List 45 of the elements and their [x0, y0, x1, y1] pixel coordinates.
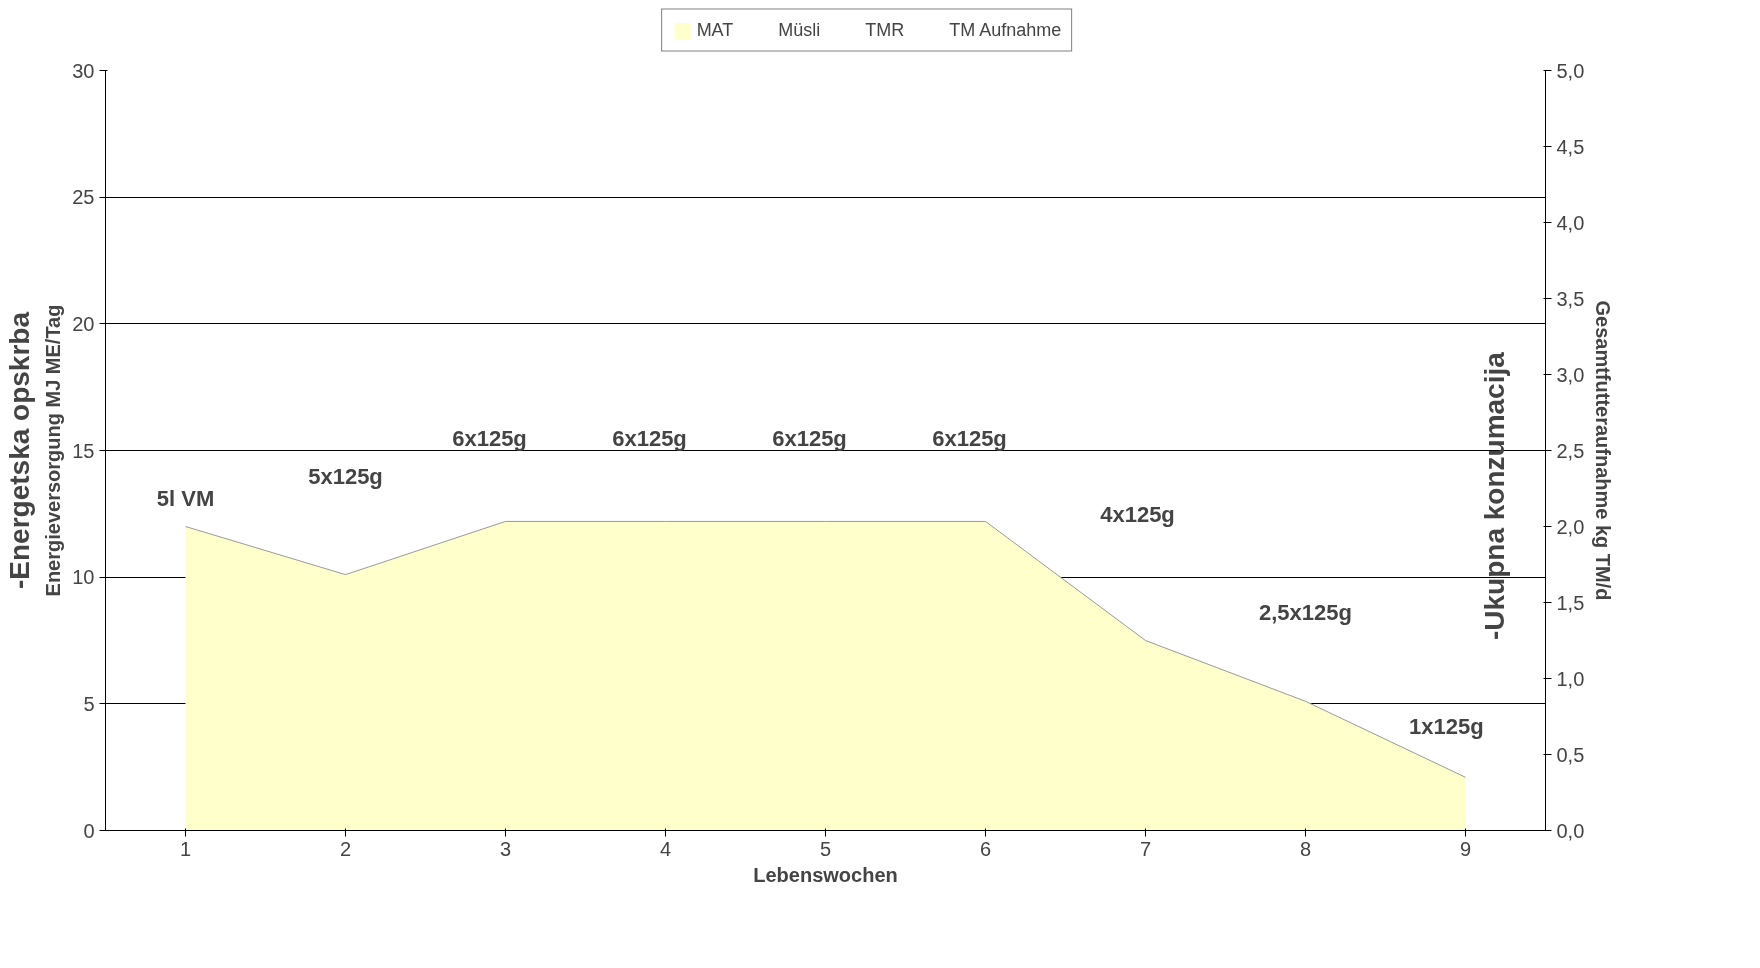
y-tick-label: 10	[72, 566, 95, 589]
y-tick-label: 30	[72, 59, 95, 82]
y-tick-label: 15	[72, 439, 95, 462]
annotation: 5x125g	[308, 463, 383, 489]
y2-tick-label: 2,0	[1556, 515, 1585, 538]
text: TMR	[865, 19, 905, 41]
legend-label: MAT	[696, 19, 734, 41]
annotation: -Ukupna konzumacija	[1478, 351, 1510, 641]
y2-tick-label: 3,0	[1556, 363, 1585, 386]
x-tick-label: 9	[1459, 837, 1472, 860]
y2-tick-label: 0,0	[1556, 819, 1585, 842]
x-tick-label: 3	[499, 837, 512, 860]
annotation: 6x125g	[932, 425, 1007, 451]
annotation: 6x125g	[612, 425, 687, 451]
annotation: 2,5x125g	[1259, 600, 1352, 626]
x-tick-label: 2	[339, 837, 352, 860]
x-axis-title: Lebenswochen	[753, 863, 898, 886]
annotation: 6x125g	[772, 425, 847, 451]
y2-tick-label: 5,0	[1556, 59, 1585, 82]
y2-tick-label: 1,5	[1556, 591, 1585, 614]
y-tick-label: 25	[72, 186, 95, 209]
y2-tick-label: 0,5	[1556, 743, 1585, 766]
text: -Energetska opskrba	[3, 311, 35, 589]
y2-tick-label: 1,0	[1556, 667, 1585, 690]
annotation: 1x125g	[1408, 714, 1484, 740]
y2-tick-label: 2,5	[1556, 439, 1585, 462]
y2-axis-title: Gesamtfutteraufnahme kg TM/d	[1592, 300, 1615, 601]
text: TM Aufnahme	[949, 19, 1062, 41]
x-tick-label: 8	[1299, 837, 1312, 860]
annotation: 4x125g	[1100, 501, 1175, 527]
y-tick-label: 0	[83, 819, 95, 842]
x-tick-label: 7	[1139, 837, 1152, 860]
y2-tick-label: 4,0	[1556, 211, 1585, 234]
x-tick-label: 1	[179, 837, 192, 860]
annotation: 5l VM	[156, 486, 215, 512]
text: Müsli	[778, 19, 821, 41]
y2-tick-label: 4,5	[1556, 135, 1585, 158]
y2-tick-label: 3,5	[1556, 287, 1585, 310]
y-axis-title: Energieversorgung MJ ME/Tag	[42, 304, 65, 597]
x-tick-label: 6	[979, 837, 992, 860]
annotation: 6x125g	[452, 425, 527, 451]
x-tick-label: 4	[659, 837, 672, 860]
x-tick-label: 5	[819, 837, 832, 860]
y-tick-label: 20	[72, 312, 95, 335]
y-tick-label: 5	[83, 692, 95, 715]
